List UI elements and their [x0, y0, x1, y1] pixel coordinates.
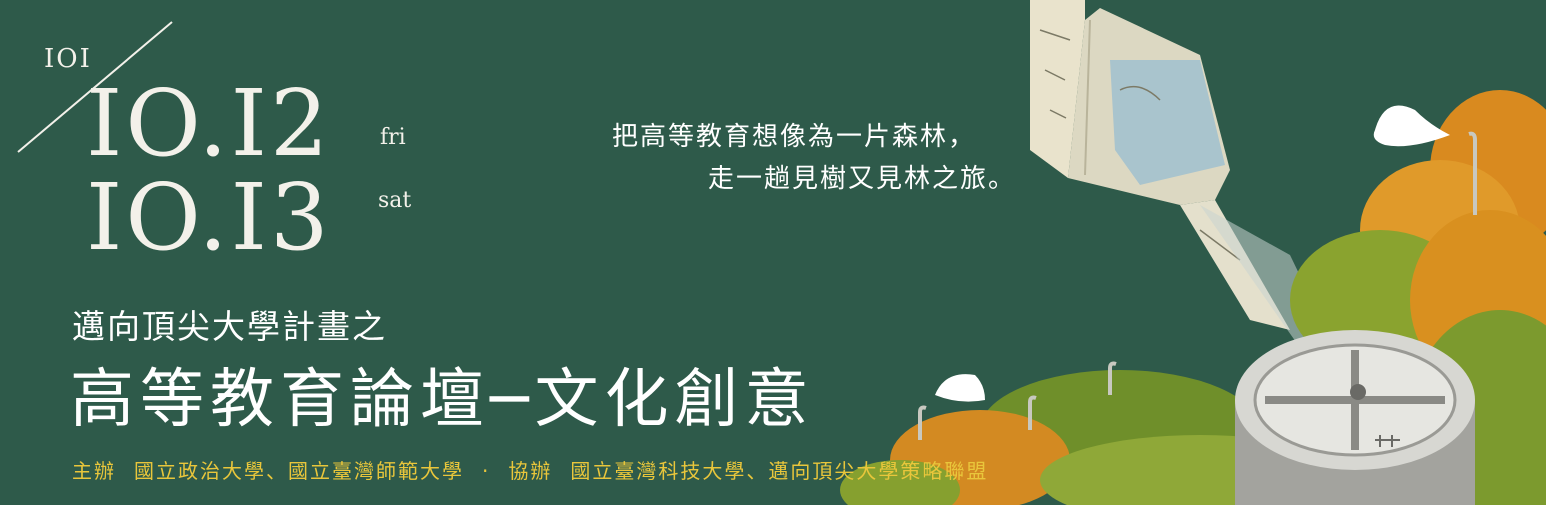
event-title: 高等教育論壇─文化創意	[70, 363, 815, 437]
event-subtitle: 邁向頂尖大學計畫之	[72, 307, 387, 346]
leaf-shape	[1373, 105, 1450, 147]
folded-map	[1030, 0, 1290, 330]
compass	[1235, 330, 1475, 505]
tagline-line-1: 把高等教育想像為一片森林，	[612, 122, 977, 152]
leaf-shape	[935, 374, 985, 402]
host-label: 主辦	[72, 459, 116, 483]
date-first-day: IO.I2	[86, 70, 332, 177]
co-host-label: 協辦	[508, 459, 553, 483]
co-host-names: 國立臺灣科技大學、邁向頂尖大學策略聯盟	[570, 459, 989, 483]
event-year: IOI	[44, 44, 92, 74]
weekday-second-day: sat	[378, 188, 412, 213]
organizer-line: 主辦 國立政治大學、國立臺灣師範大學 · 協辦 國立臺灣科技大學、邁向頂尖大學策略聯盟	[72, 455, 1006, 484]
organizer-separator: ·	[482, 459, 491, 483]
tagline-line-2: 走一趟見樹又見林之旅。	[708, 164, 1017, 194]
host-names: 國立政治大學、國立臺灣師範大學	[134, 459, 464, 483]
date-second-day: IO.I3	[86, 164, 332, 271]
date-slash	[17, 21, 173, 153]
fence-posts	[918, 131, 1477, 440]
weekday-first-day: fri	[380, 125, 406, 150]
